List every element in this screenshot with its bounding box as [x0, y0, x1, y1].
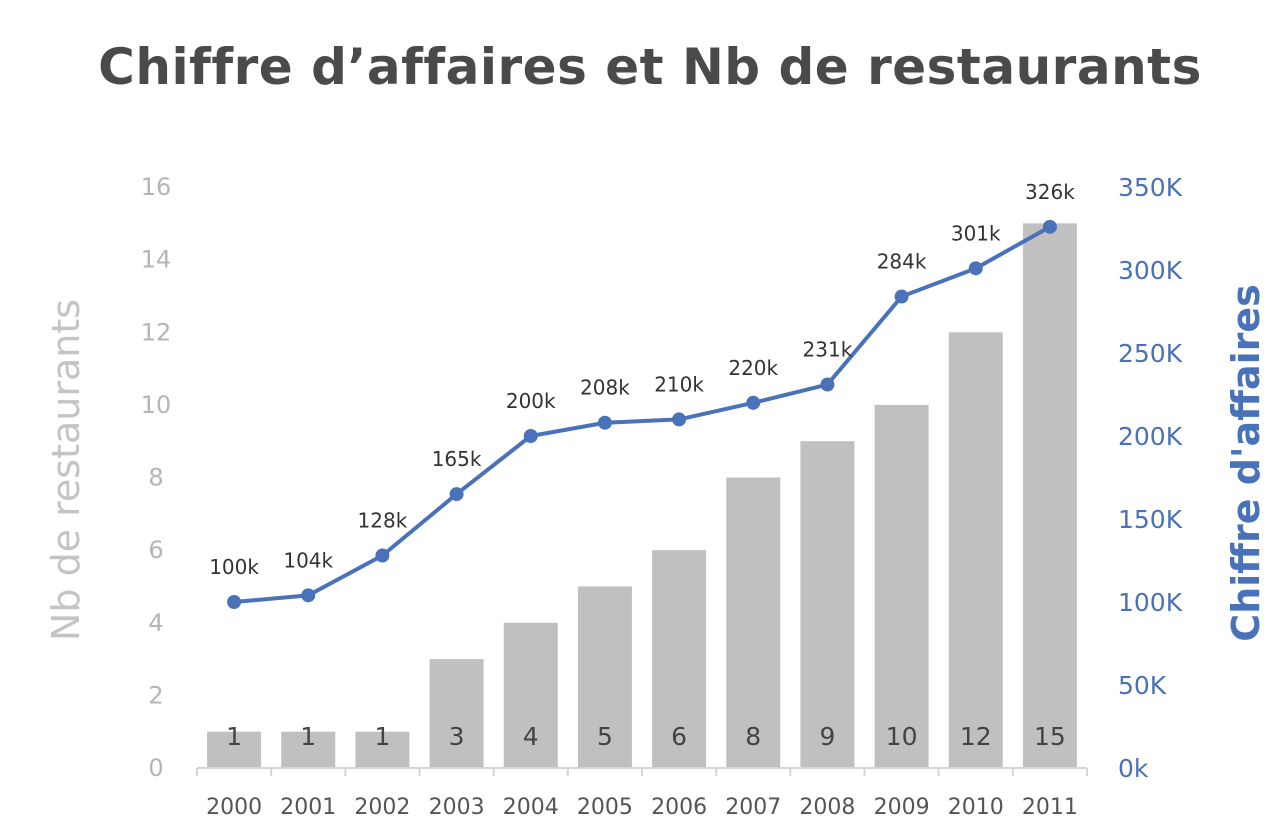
- revenue-point: [301, 588, 316, 603]
- revenue-value-label: 100k: [209, 555, 259, 579]
- left-axis-tick-label: 4: [148, 609, 163, 637]
- chart-title: Chiffre d’affaires et Nb de restaurants: [98, 38, 1202, 96]
- revenue-point: [746, 395, 761, 410]
- revenue-point: [597, 415, 612, 430]
- right-axis-tick-label: 350K: [1118, 173, 1183, 202]
- x-tick-label: 2001: [280, 795, 336, 820]
- left-axis-tick-label: 8: [148, 464, 163, 492]
- revenue-point: [227, 595, 242, 609]
- x-tick-label: 2007: [725, 795, 781, 820]
- bar-value-label: 10: [886, 722, 918, 751]
- revenue-value-label: 104k: [283, 548, 333, 572]
- revenue-value-label: 231k: [803, 338, 853, 362]
- revenue-point: [820, 377, 835, 392]
- bar: [874, 404, 929, 768]
- axes-group: [196, 767, 1088, 776]
- bar: [948, 332, 1003, 768]
- left-axis-tick-label: 0: [148, 754, 163, 782]
- x-tick-label: 2000: [206, 795, 262, 820]
- bar-value-label: 6: [671, 722, 687, 751]
- bar-value-label: 4: [523, 722, 539, 751]
- bar-value-label: 15: [1034, 722, 1066, 751]
- bar: [577, 586, 632, 768]
- bar: [1022, 223, 1077, 768]
- right-axis-tick-label: 150K: [1118, 505, 1183, 534]
- labels-group: 1 1 1 3 4 5 6 8 9 10 12 15 2000 2001 2002 2003 2004 2005 2…: [44, 173, 1268, 820]
- bar: [207, 731, 262, 768]
- x-tick-label: 2008: [799, 795, 855, 820]
- right-axis-title: Chiffre d'affaires: [1224, 284, 1268, 642]
- right-axis-tick-label: 100K: [1118, 588, 1183, 617]
- x-tick-label: 2002: [354, 795, 410, 820]
- x-tick-label: 2003: [429, 795, 485, 820]
- left-axis-tick-label: 14: [141, 246, 172, 274]
- bar: [355, 731, 410, 768]
- revenue-point: [1042, 219, 1057, 234]
- left-axis-tick-label: 12: [141, 318, 172, 346]
- revenue-point: [449, 487, 464, 502]
- x-tick-label: 2005: [577, 795, 633, 820]
- revenue-point: [523, 429, 538, 443]
- right-axis-tick-label: 250K: [1118, 339, 1183, 368]
- revenue-value-label: 165k: [432, 447, 482, 471]
- right-axis-tick-label: 300K: [1118, 256, 1183, 285]
- bar: [800, 441, 855, 768]
- right-axis-tick-label: 0k: [1118, 754, 1149, 783]
- bars-group: [207, 223, 1077, 768]
- bar: [429, 659, 484, 768]
- revenue-value-label: 301k: [951, 221, 1001, 245]
- line-group: [227, 219, 1057, 609]
- left-axis-title: Nb de restaurants: [44, 299, 88, 641]
- revenue-point: [968, 261, 983, 276]
- revenue-value-label: 208k: [580, 376, 630, 400]
- x-tick-label: 2011: [1022, 795, 1078, 820]
- x-tick-label: 2009: [874, 795, 930, 820]
- bar-value-label: 9: [819, 722, 835, 751]
- revenue-point: [894, 289, 909, 304]
- revenue-value-label: 200k: [506, 389, 556, 413]
- revenue-value-label: 220k: [728, 356, 778, 380]
- left-axis-tick-label: 6: [148, 536, 163, 564]
- left-axis-tick-label: 16: [141, 173, 172, 201]
- left-axis-tick-label: 10: [141, 391, 172, 419]
- revenue-value-label: 284k: [877, 250, 927, 274]
- bar-value-label: 1: [226, 722, 242, 751]
- bar-value-label: 5: [597, 722, 613, 751]
- bar-value-label: 1: [374, 722, 390, 751]
- revenue-point: [672, 412, 687, 427]
- revenue-point: [375, 548, 390, 563]
- revenue-value-label: 210k: [654, 372, 704, 396]
- bar: [503, 622, 558, 768]
- bar: [652, 550, 707, 768]
- x-tick-label: 2006: [651, 795, 707, 820]
- x-tick-label: 2010: [948, 795, 1004, 820]
- bar: [726, 477, 781, 768]
- x-tick-label: 2004: [503, 795, 559, 820]
- left-axis-tick-label: 2: [148, 681, 163, 709]
- right-axis-tick-label: 50K: [1118, 671, 1167, 700]
- bar: [281, 731, 336, 768]
- bar-value-label: 8: [745, 722, 761, 751]
- revenue-line: [233, 225, 1051, 604]
- right-axis-tick-label: 200K: [1118, 422, 1183, 451]
- revenue-value-label: 326k: [1025, 180, 1075, 204]
- bar-value-label: 3: [449, 722, 465, 751]
- bar-value-label: 1: [300, 722, 316, 751]
- bar-value-label: 12: [960, 722, 992, 751]
- revenue-value-label: 128k: [358, 509, 408, 533]
